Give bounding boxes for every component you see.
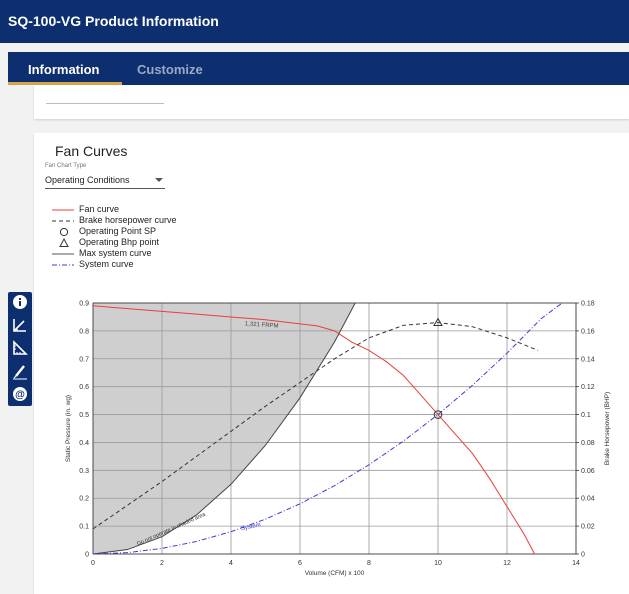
- tab-information[interactable]: Information: [28, 62, 100, 77]
- app-header: SQ-100-VG Product Information: [0, 0, 629, 43]
- legend-item-system-curve[interactable]: System curve: [52, 259, 212, 270]
- y-tick-label: 0.9: [79, 301, 89, 308]
- svg-text:@: @: [15, 390, 25, 401]
- tab-customize[interactable]: Customize: [137, 62, 203, 77]
- legend-item-operating-point-sp[interactable]: Operating Point SP: [52, 226, 212, 237]
- tab-bar: Information Customize: [8, 52, 629, 85]
- y2-tick-label: 0.16: [581, 328, 595, 335]
- y-tick-label: 0.3: [79, 468, 89, 475]
- plot-border: [92, 302, 577, 555]
- legend-label: System curve: [79, 259, 134, 269]
- legend-item-max-system-curve[interactable]: Max system curve: [52, 248, 212, 259]
- legend-marker-triangle: [59, 237, 69, 247]
- x-tick-label: 14: [572, 560, 580, 567]
- legend-item-fan-curve[interactable]: Fan curve: [52, 204, 212, 215]
- section-title: Fan Curves: [55, 143, 128, 159]
- app-title: SQ-100-VG Product Information: [8, 13, 219, 29]
- y-tick-label: 0.6: [79, 384, 89, 391]
- legend-label: Max system curve: [79, 248, 152, 258]
- legend-marker-system-curve: [52, 264, 74, 266]
- y2-tick-label: 0.12: [581, 384, 595, 391]
- info-card: [34, 85, 629, 119]
- at-icon[interactable]: @: [8, 384, 32, 404]
- legend-item-bhp-curve[interactable]: Brake horsepower curve: [52, 215, 212, 226]
- series-fan-curve: [92, 305, 536, 555]
- legend-item-operating-bhp-point[interactable]: Operating Bhp point: [52, 237, 212, 248]
- chevron-down-icon[interactable]: [155, 178, 163, 182]
- active-tab-indicator: [8, 82, 122, 85]
- x-axis-label: Volume (CFM) x 100: [305, 570, 365, 577]
- x-tick-label: 6: [298, 560, 302, 567]
- system-curve-annotation: System: [241, 522, 262, 532]
- select-underline: [45, 188, 165, 189]
- chart-type-select-value: Operating Conditions: [45, 175, 130, 185]
- legend-label: Brake horsepower curve: [79, 215, 177, 225]
- chart-type-label: Fan Chart Type: [45, 163, 87, 169]
- y-tick-label: 0.4: [79, 440, 89, 447]
- y-tick-label: 0.7: [79, 356, 89, 363]
- y-tick-label: 0.8: [79, 328, 89, 335]
- legend-label: Operating Bhp point: [79, 237, 160, 247]
- y2-tick-label: 0.14: [581, 356, 595, 363]
- side-toolbar: @: [8, 292, 32, 406]
- operating-point-sp: [433, 410, 443, 419]
- ruler-triangle-icon[interactable]: [8, 338, 32, 358]
- x-tick-label: 0: [91, 560, 95, 567]
- angle-icon[interactable]: [8, 315, 32, 335]
- legend-marker-max-system-curve: [52, 253, 74, 255]
- y-axis-label: Static Pressure (in. wg): [65, 395, 72, 462]
- legend-marker-fan-curve: [52, 209, 74, 211]
- legend-label: Fan curve: [79, 204, 120, 214]
- info-icon[interactable]: [8, 292, 32, 312]
- series-max-system-curve: [92, 302, 356, 555]
- legend-label: Operating Point SP: [79, 226, 157, 236]
- x-tick-label: 2: [160, 560, 164, 567]
- legend-marker-bhp-curve: [52, 220, 74, 222]
- y-tick-label: 0.1: [79, 524, 89, 531]
- y2-tick-label: 0.08: [581, 440, 595, 447]
- shaded-area: [93, 303, 356, 554]
- y2-tick-label: 0.04: [581, 496, 595, 503]
- y2-tick-label: 0: [581, 552, 585, 559]
- y-tick-label: 0.5: [79, 412, 89, 419]
- x-tick-label: 8: [367, 560, 371, 567]
- x-tick-label: 4: [229, 560, 233, 567]
- y-tick-label: 0: [85, 552, 89, 559]
- field-underline: [46, 103, 164, 104]
- y2-tick-label: 0.06: [581, 468, 595, 475]
- legend-marker-circle: [59, 227, 69, 237]
- y2-tick-label: 0.02: [581, 524, 595, 531]
- rpm-annotation: 1,321 FRPM: [245, 321, 279, 329]
- series-system-curve: [92, 302, 563, 555]
- operating-point-bhp: [433, 317, 443, 327]
- y2-tick-label: 0.1: [581, 412, 591, 419]
- y2-axis-label: Brake Horsepower (BHP): [604, 392, 611, 465]
- y2-tick-label: 0.18: [581, 301, 595, 308]
- pen-icon[interactable]: [8, 361, 32, 381]
- x-tick-label: 10: [434, 560, 442, 567]
- y-tick-label: 0.2: [79, 496, 89, 503]
- x-tick-label: 12: [503, 560, 511, 567]
